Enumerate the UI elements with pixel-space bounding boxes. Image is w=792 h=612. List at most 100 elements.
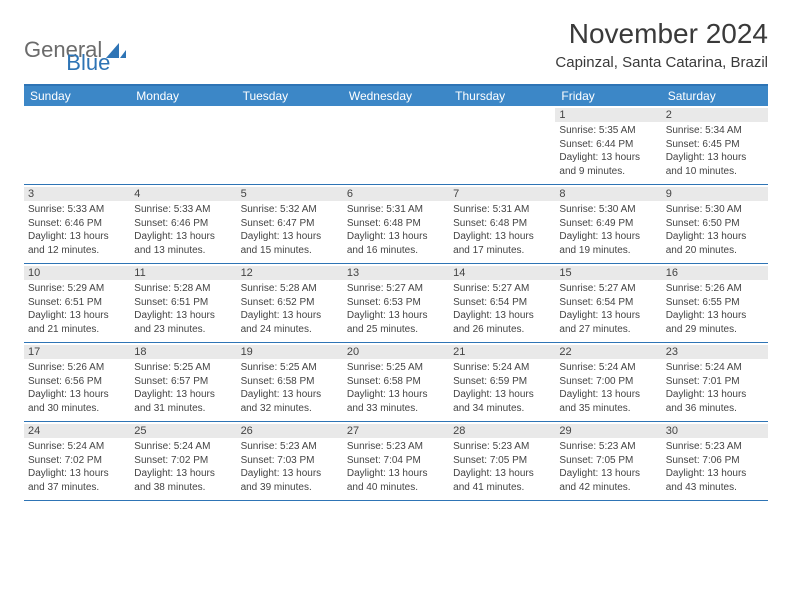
- brand-text-blue: Blue: [66, 50, 110, 76]
- sunset-text: Sunset: 6:51 PM: [28, 296, 126, 310]
- calendar-body: 1 Sunrise: 5:35 AMSunset: 6:44 PMDaylight…: [24, 106, 768, 501]
- sunset-text: Sunset: 6:48 PM: [347, 217, 445, 231]
- day-number: 10: [24, 266, 130, 280]
- day-cell: 17Sunrise: 5:26 AMSunset: 6:56 PMDayligh…: [24, 343, 130, 421]
- day-details: Sunrise: 5:27 AMSunset: 6:53 PMDaylight:…: [347, 282, 445, 336]
- day-details: Sunrise: 5:28 AMSunset: 6:52 PMDaylight:…: [241, 282, 339, 336]
- day-number: 13: [343, 266, 449, 280]
- day-number: 26: [237, 424, 343, 438]
- day-cell: 1 Sunrise: 5:35 AMSunset: 6:44 PMDaylight…: [555, 106, 661, 184]
- sunrise-text: Sunrise: 5:34 AM: [666, 124, 764, 138]
- day-details: Sunrise: 5:26 AMSunset: 6:55 PMDaylight:…: [666, 282, 764, 336]
- sunrise-text: Sunrise: 5:24 AM: [453, 361, 551, 375]
- daylight-text: Daylight: 13 hours and 35 minutes.: [559, 388, 657, 415]
- sunrise-text: Sunrise: 5:23 AM: [347, 440, 445, 454]
- daylight-text: Daylight: 13 hours and 20 minutes.: [666, 230, 764, 257]
- sunrise-text: Sunrise: 5:27 AM: [453, 282, 551, 296]
- sunset-text: Sunset: 6:59 PM: [453, 375, 551, 389]
- day-cell: 12Sunrise: 5:28 AMSunset: 6:52 PMDayligh…: [237, 264, 343, 342]
- sunrise-text: Sunrise: 5:26 AM: [666, 282, 764, 296]
- day-number: 1: [555, 108, 661, 122]
- day-cell: 15 Sunrise: 5:27 AMSunset: 6:54 PMDayligh…: [555, 264, 661, 342]
- day-details: Sunrise: 5:25 AMSunset: 6:57 PMDaylight:…: [134, 361, 232, 415]
- daylight-text: Daylight: 13 hours and 36 minutes.: [666, 388, 764, 415]
- sunset-text: Sunset: 6:46 PM: [28, 217, 126, 231]
- day-number: 18: [130, 345, 236, 359]
- sunrise-text: Sunrise: 5:26 AM: [28, 361, 126, 375]
- sunrise-text: Sunrise: 5:24 AM: [559, 361, 657, 375]
- day-cell: 22 Sunrise: 5:24 AMSunset: 7:00 PMDayligh…: [555, 343, 661, 421]
- day-number: 15: [555, 266, 661, 280]
- daylight-text: Daylight: 13 hours and 24 minutes.: [241, 309, 339, 336]
- day-cell: 13 Sunrise: 5:27 AMSunset: 6:53 PMDayligh…: [343, 264, 449, 342]
- day-cell: 8Sunrise: 5:30 AMSunset: 6:49 PMDaylight…: [555, 185, 661, 263]
- day-number: 27: [343, 424, 449, 438]
- day-number: 9: [662, 187, 768, 201]
- sunrise-text: Sunrise: 5:25 AM: [241, 361, 339, 375]
- day-details: Sunrise: 5:23 AMSunset: 7:05 PMDaylight:…: [453, 440, 551, 494]
- day-details: Sunrise: 5:23 AMSunset: 7:06 PMDaylight:…: [666, 440, 764, 494]
- day-number: 4: [130, 187, 236, 201]
- day-cell: 3Sunrise: 5:33 AMSunset: 6:46 PMDaylight…: [24, 185, 130, 263]
- day-details: Sunrise: 5:24 AMSunset: 6:59 PMDaylight:…: [453, 361, 551, 415]
- sunrise-text: Sunrise: 5:23 AM: [241, 440, 339, 454]
- day-cell: 19 Sunrise: 5:25 AMSunset: 6:58 PMDayligh…: [237, 343, 343, 421]
- day-details: Sunrise: 5:24 AMSunset: 7:00 PMDaylight:…: [559, 361, 657, 415]
- sunset-text: Sunset: 7:05 PM: [559, 454, 657, 468]
- daylight-text: Daylight: 13 hours and 25 minutes.: [347, 309, 445, 336]
- sunset-text: Sunset: 6:52 PM: [241, 296, 339, 310]
- day-cell: 4Sunrise: 5:33 AMSunset: 6:46 PMDaylight…: [130, 185, 236, 263]
- day-details: Sunrise: 5:34 AMSunset: 6:45 PMDaylight:…: [666, 124, 764, 178]
- sunset-text: Sunset: 6:54 PM: [559, 296, 657, 310]
- daylight-text: Daylight: 13 hours and 13 minutes.: [134, 230, 232, 257]
- sunrise-text: Sunrise: 5:23 AM: [666, 440, 764, 454]
- day-number: 5: [237, 187, 343, 201]
- day-cell: [130, 106, 236, 184]
- day-details: Sunrise: 5:31 AMSunset: 6:48 PMDaylight:…: [453, 203, 551, 257]
- day-cell: 21Sunrise: 5:24 AMSunset: 6:59 PMDayligh…: [449, 343, 555, 421]
- daylight-text: Daylight: 13 hours and 39 minutes.: [241, 467, 339, 494]
- daylight-text: Daylight: 13 hours and 32 minutes.: [241, 388, 339, 415]
- sunset-text: Sunset: 7:04 PM: [347, 454, 445, 468]
- day-details: Sunrise: 5:28 AMSunset: 6:51 PMDaylight:…: [134, 282, 232, 336]
- sunrise-text: Sunrise: 5:35 AM: [559, 124, 657, 138]
- day-number: 3: [24, 187, 130, 201]
- daylight-text: Daylight: 13 hours and 27 minutes.: [559, 309, 657, 336]
- sunrise-text: Sunrise: 5:28 AM: [134, 282, 232, 296]
- day-number: 6: [343, 187, 449, 201]
- sunset-text: Sunset: 6:55 PM: [666, 296, 764, 310]
- day-cell: 30 Sunrise: 5:23 AMSunset: 7:06 PMDayligh…: [662, 422, 768, 500]
- day-number: 30: [662, 424, 768, 438]
- sunrise-text: Sunrise: 5:25 AM: [134, 361, 232, 375]
- sunset-text: Sunset: 6:58 PM: [241, 375, 339, 389]
- day-details: Sunrise: 5:30 AMSunset: 6:50 PMDaylight:…: [666, 203, 764, 257]
- sunset-text: Sunset: 6:45 PM: [666, 138, 764, 152]
- day-number: 8: [555, 187, 661, 201]
- day-number: 7: [449, 187, 555, 201]
- daylight-text: Daylight: 13 hours and 26 minutes.: [453, 309, 551, 336]
- day-number: 19: [237, 345, 343, 359]
- sunrise-text: Sunrise: 5:33 AM: [134, 203, 232, 217]
- day-details: Sunrise: 5:35 AMSunset: 6:44 PMDaylight:…: [559, 124, 657, 178]
- sunrise-text: Sunrise: 5:25 AM: [347, 361, 445, 375]
- day-number: 22: [555, 345, 661, 359]
- daylight-text: Daylight: 13 hours and 30 minutes.: [28, 388, 126, 415]
- daylight-text: Daylight: 13 hours and 42 minutes.: [559, 467, 657, 494]
- day-number: 25: [130, 424, 236, 438]
- day-cell: [343, 106, 449, 184]
- day-details: Sunrise: 5:24 AMSunset: 7:01 PMDaylight:…: [666, 361, 764, 415]
- sunrise-text: Sunrise: 5:28 AM: [241, 282, 339, 296]
- day-cell: 9 Sunrise: 5:30 AMSunset: 6:50 PMDaylight…: [662, 185, 768, 263]
- daylight-text: Daylight: 13 hours and 9 minutes.: [559, 151, 657, 178]
- sunrise-text: Sunrise: 5:27 AM: [559, 282, 657, 296]
- title-block: November 2024 Capinzal, Santa Catarina, …: [555, 18, 768, 71]
- day-cell: 20Sunrise: 5:25 AMSunset: 6:58 PMDayligh…: [343, 343, 449, 421]
- brand-logo: General Blue: [24, 18, 110, 76]
- day-details: Sunrise: 5:23 AMSunset: 7:05 PMDaylight:…: [559, 440, 657, 494]
- day-cell: 26Sunrise: 5:23 AMSunset: 7:03 PMDayligh…: [237, 422, 343, 500]
- sunset-text: Sunset: 6:48 PM: [453, 217, 551, 231]
- day-details: Sunrise: 5:27 AMSunset: 6:54 PMDaylight:…: [559, 282, 657, 336]
- sunset-text: Sunset: 6:49 PM: [559, 217, 657, 231]
- day-number: 29: [555, 424, 661, 438]
- day-number: 24: [24, 424, 130, 438]
